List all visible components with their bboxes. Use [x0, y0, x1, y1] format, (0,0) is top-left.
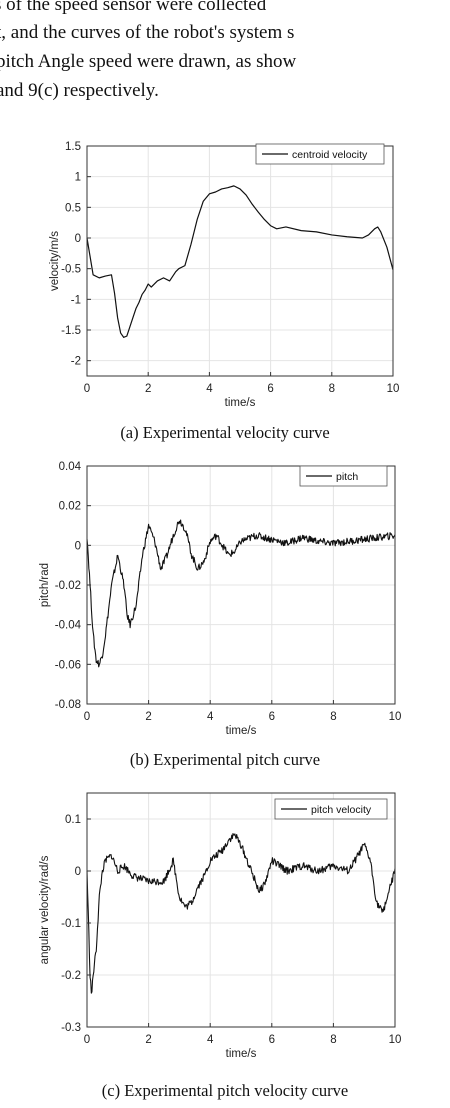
legend-box	[299, 465, 388, 487]
chart-svg: 0 2 4 6 8 10 -0.08 -0.06 -0.04 -0.02 0 0.02 0.04 time…	[39, 461, 402, 737]
legend-label: centroid velocity	[292, 149, 368, 161]
chart-svg: 0 2 4 6 8 10 -0.3 -0.2 -0.1 0 0.1 time/s angular vel…	[39, 792, 402, 1060]
x-tick-label: 8	[330, 1034, 336, 1046]
y-tick-label: -0.04	[55, 620, 82, 632]
x-tick-label: 2	[145, 711, 151, 723]
y-tick-label: 1.5	[65, 141, 81, 153]
y-tick-label: -0.1	[61, 918, 81, 930]
caption-pitch-velocity: (c) Experimental pitch velocity curve	[101, 1081, 349, 1100]
legend-label: pitch	[336, 471, 358, 483]
y-tick-label: 0.04	[59, 461, 82, 473]
y-tick-label: 0	[75, 866, 81, 878]
legend-box	[274, 798, 388, 820]
y-tick-label: -1	[71, 294, 81, 306]
x-tick-label: 10	[389, 711, 402, 723]
series-line-0	[86, 519, 396, 668]
intro-line-4: and 9(c) respectively.	[0, 80, 159, 101]
y-tick-label: 0.02	[59, 501, 81, 513]
y-axis-label: angular velocity/rad/s	[39, 855, 51, 964]
y-tick-label: 0	[75, 233, 81, 245]
intro-line-2: t, and the curves of the robot's system …	[0, 22, 295, 43]
x-tick-label: 4	[207, 1034, 214, 1046]
x-tick-label: 10	[387, 383, 400, 395]
x-tick-label: 2	[145, 1034, 151, 1046]
x-axis-label: time/s	[225, 397, 256, 409]
y-tick-label: -0.3	[61, 1022, 81, 1034]
y-tick-label: -0.06	[55, 659, 81, 671]
y-tick-label: -1.5	[61, 325, 81, 337]
x-axis-label: time/s	[226, 1048, 257, 1060]
y-tick-label: -0.5	[61, 264, 81, 276]
x-tick-label: 2	[145, 383, 151, 395]
chart-pitch-velocity: 0 2 4 6 8 10 -0.3 -0.2 -0.1 0 0.1 time/s angular vel…	[0, 785, 450, 1080]
plot-area	[87, 146, 393, 376]
caption-velocity: (a) Experimental velocity curve	[120, 423, 330, 442]
intro-line-3: pitch Angle speed were drawn, as show	[0, 51, 297, 72]
y-axis-label: velocity/m/s	[49, 231, 61, 291]
x-tick-label: 0	[84, 711, 90, 723]
caption-pitch: (b) Experimental pitch curve	[129, 750, 321, 769]
chart-svg: 0 2 4 6 8 10 -2 -1.5 -1 -0.5 0 0.5 1 1.5 time/s velocit…	[49, 141, 400, 409]
chart-pitch: 0 2 4 6 8 10 -0.08 -0.06 -0.04 -0.02 0 0.02 0.04 time…	[0, 458, 450, 748]
y-tick-label: -0.08	[55, 699, 81, 711]
axes-box	[86, 145, 394, 377]
x-tick-label: 0	[84, 1034, 90, 1046]
y-tick-label: -0.2	[61, 970, 81, 982]
y-axis-label: pitch/rad	[39, 563, 51, 607]
series-line-0	[86, 185, 394, 338]
x-tick-label: 6	[269, 711, 275, 723]
intro-line-1: s of the speed sensor were collected	[0, 0, 267, 15]
x-tick-label: 6	[267, 383, 273, 395]
x-tick-label: 6	[269, 1034, 275, 1046]
x-tick-label: 10	[389, 1034, 402, 1046]
x-tick-label: 8	[330, 711, 336, 723]
y-tick-label: -2	[71, 356, 81, 368]
x-tick-label: 8	[329, 383, 335, 395]
series-line-0	[86, 832, 396, 994]
y-tick-label: 0	[75, 540, 81, 552]
x-tick-label: 4	[206, 383, 213, 395]
legend-label: pitch velocity	[311, 804, 372, 816]
y-tick-label: 1	[75, 172, 81, 184]
chart-velocity: 0 2 4 6 8 10 -2 -1.5 -1 -0.5 0 0.5 1 1.5 time/s velocit…	[0, 130, 450, 420]
legend-box	[255, 143, 385, 165]
intro-text: s of the speed sensor were collected t, …	[0, 0, 450, 120]
x-tick-label: 4	[207, 711, 214, 723]
x-axis-label: time/s	[226, 725, 257, 737]
y-tick-label: -0.02	[55, 580, 81, 592]
plot-area	[87, 793, 395, 1027]
y-tick-label: 0.1	[65, 814, 81, 826]
axes-box	[86, 792, 396, 1028]
x-tick-label: 0	[84, 383, 90, 395]
y-tick-label: 0.5	[65, 202, 81, 214]
